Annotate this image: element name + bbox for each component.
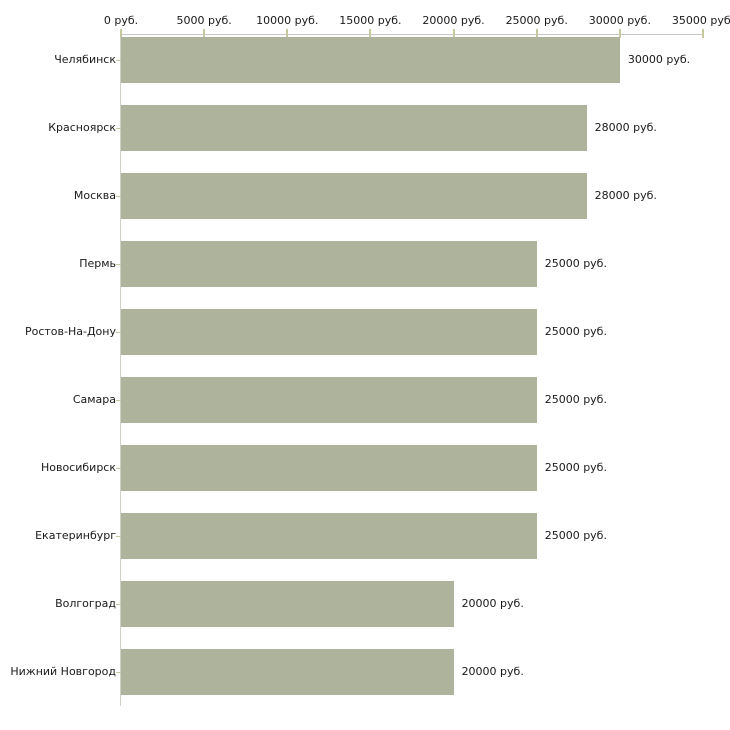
bar-value-label: 25000 руб. xyxy=(544,529,607,542)
y-axis-line xyxy=(120,34,121,706)
x-tick-mark xyxy=(286,29,289,38)
bar xyxy=(121,309,537,355)
category-label: Самара xyxy=(72,393,116,406)
category-label: Пермь xyxy=(79,257,116,270)
x-tick-label: 5000 руб. xyxy=(176,14,232,27)
x-tick-mark xyxy=(618,29,621,38)
x-tick-mark xyxy=(702,29,704,38)
x-tick-label: 35000 руб. xyxy=(671,14,730,27)
bar-value-label: 25000 руб. xyxy=(544,393,607,406)
bar-value-label: 20000 руб. xyxy=(461,665,524,678)
bar-value-label: 25000 руб. xyxy=(544,257,607,270)
category-tick-mark xyxy=(116,332,121,333)
category-label: Нижний Новгород xyxy=(10,665,116,678)
bar xyxy=(121,445,537,491)
x-tick-mark xyxy=(203,29,206,38)
bar-value-label: 20000 руб. xyxy=(461,597,524,610)
category-label: Красноярск xyxy=(48,121,116,134)
x-tick-label: 15000 руб. xyxy=(339,14,402,27)
x-tick-mark xyxy=(535,29,538,38)
category-tick-mark xyxy=(116,468,121,469)
bar xyxy=(121,173,587,219)
category-tick-mark xyxy=(116,672,121,673)
x-tick-label: 0 руб. xyxy=(103,14,139,27)
x-axis-line xyxy=(120,34,704,35)
category-label: Челябинск xyxy=(54,53,116,66)
x-tick-mark xyxy=(369,29,372,38)
x-tick-label: 30000 руб. xyxy=(588,14,651,27)
bar-value-label: 25000 руб. xyxy=(544,461,607,474)
bar xyxy=(121,37,620,83)
bar xyxy=(121,377,537,423)
category-tick-mark xyxy=(116,196,121,197)
category-label: Москва xyxy=(73,189,116,202)
x-tick-label: 25000 руб. xyxy=(505,14,568,27)
category-tick-mark xyxy=(116,60,121,61)
category-tick-mark xyxy=(116,264,121,265)
x-tick-label: 20000 руб. xyxy=(422,14,485,27)
x-tick-mark xyxy=(452,29,455,38)
category-tick-mark xyxy=(116,400,121,401)
x-tick-mark xyxy=(120,29,122,38)
x-tick-label: 10000 руб. xyxy=(256,14,319,27)
bar xyxy=(121,241,537,287)
category-label: Ростов-На-Дону xyxy=(24,325,116,338)
bar-value-label: 28000 руб. xyxy=(594,121,657,134)
category-label: Екатеринбург xyxy=(35,529,116,542)
category-tick-mark xyxy=(116,604,121,605)
bar-value-label: 25000 руб. xyxy=(544,325,607,338)
category-tick-mark xyxy=(116,128,121,129)
bar xyxy=(121,649,454,695)
category-label: Волгоград xyxy=(55,597,116,610)
bar xyxy=(121,581,454,627)
bar xyxy=(121,513,537,559)
bar-value-label: 28000 руб. xyxy=(594,189,657,202)
bar xyxy=(121,105,587,151)
category-tick-mark xyxy=(116,536,121,537)
bar-value-label: 30000 руб. xyxy=(627,53,691,66)
category-label: Новосибирск xyxy=(40,461,116,474)
